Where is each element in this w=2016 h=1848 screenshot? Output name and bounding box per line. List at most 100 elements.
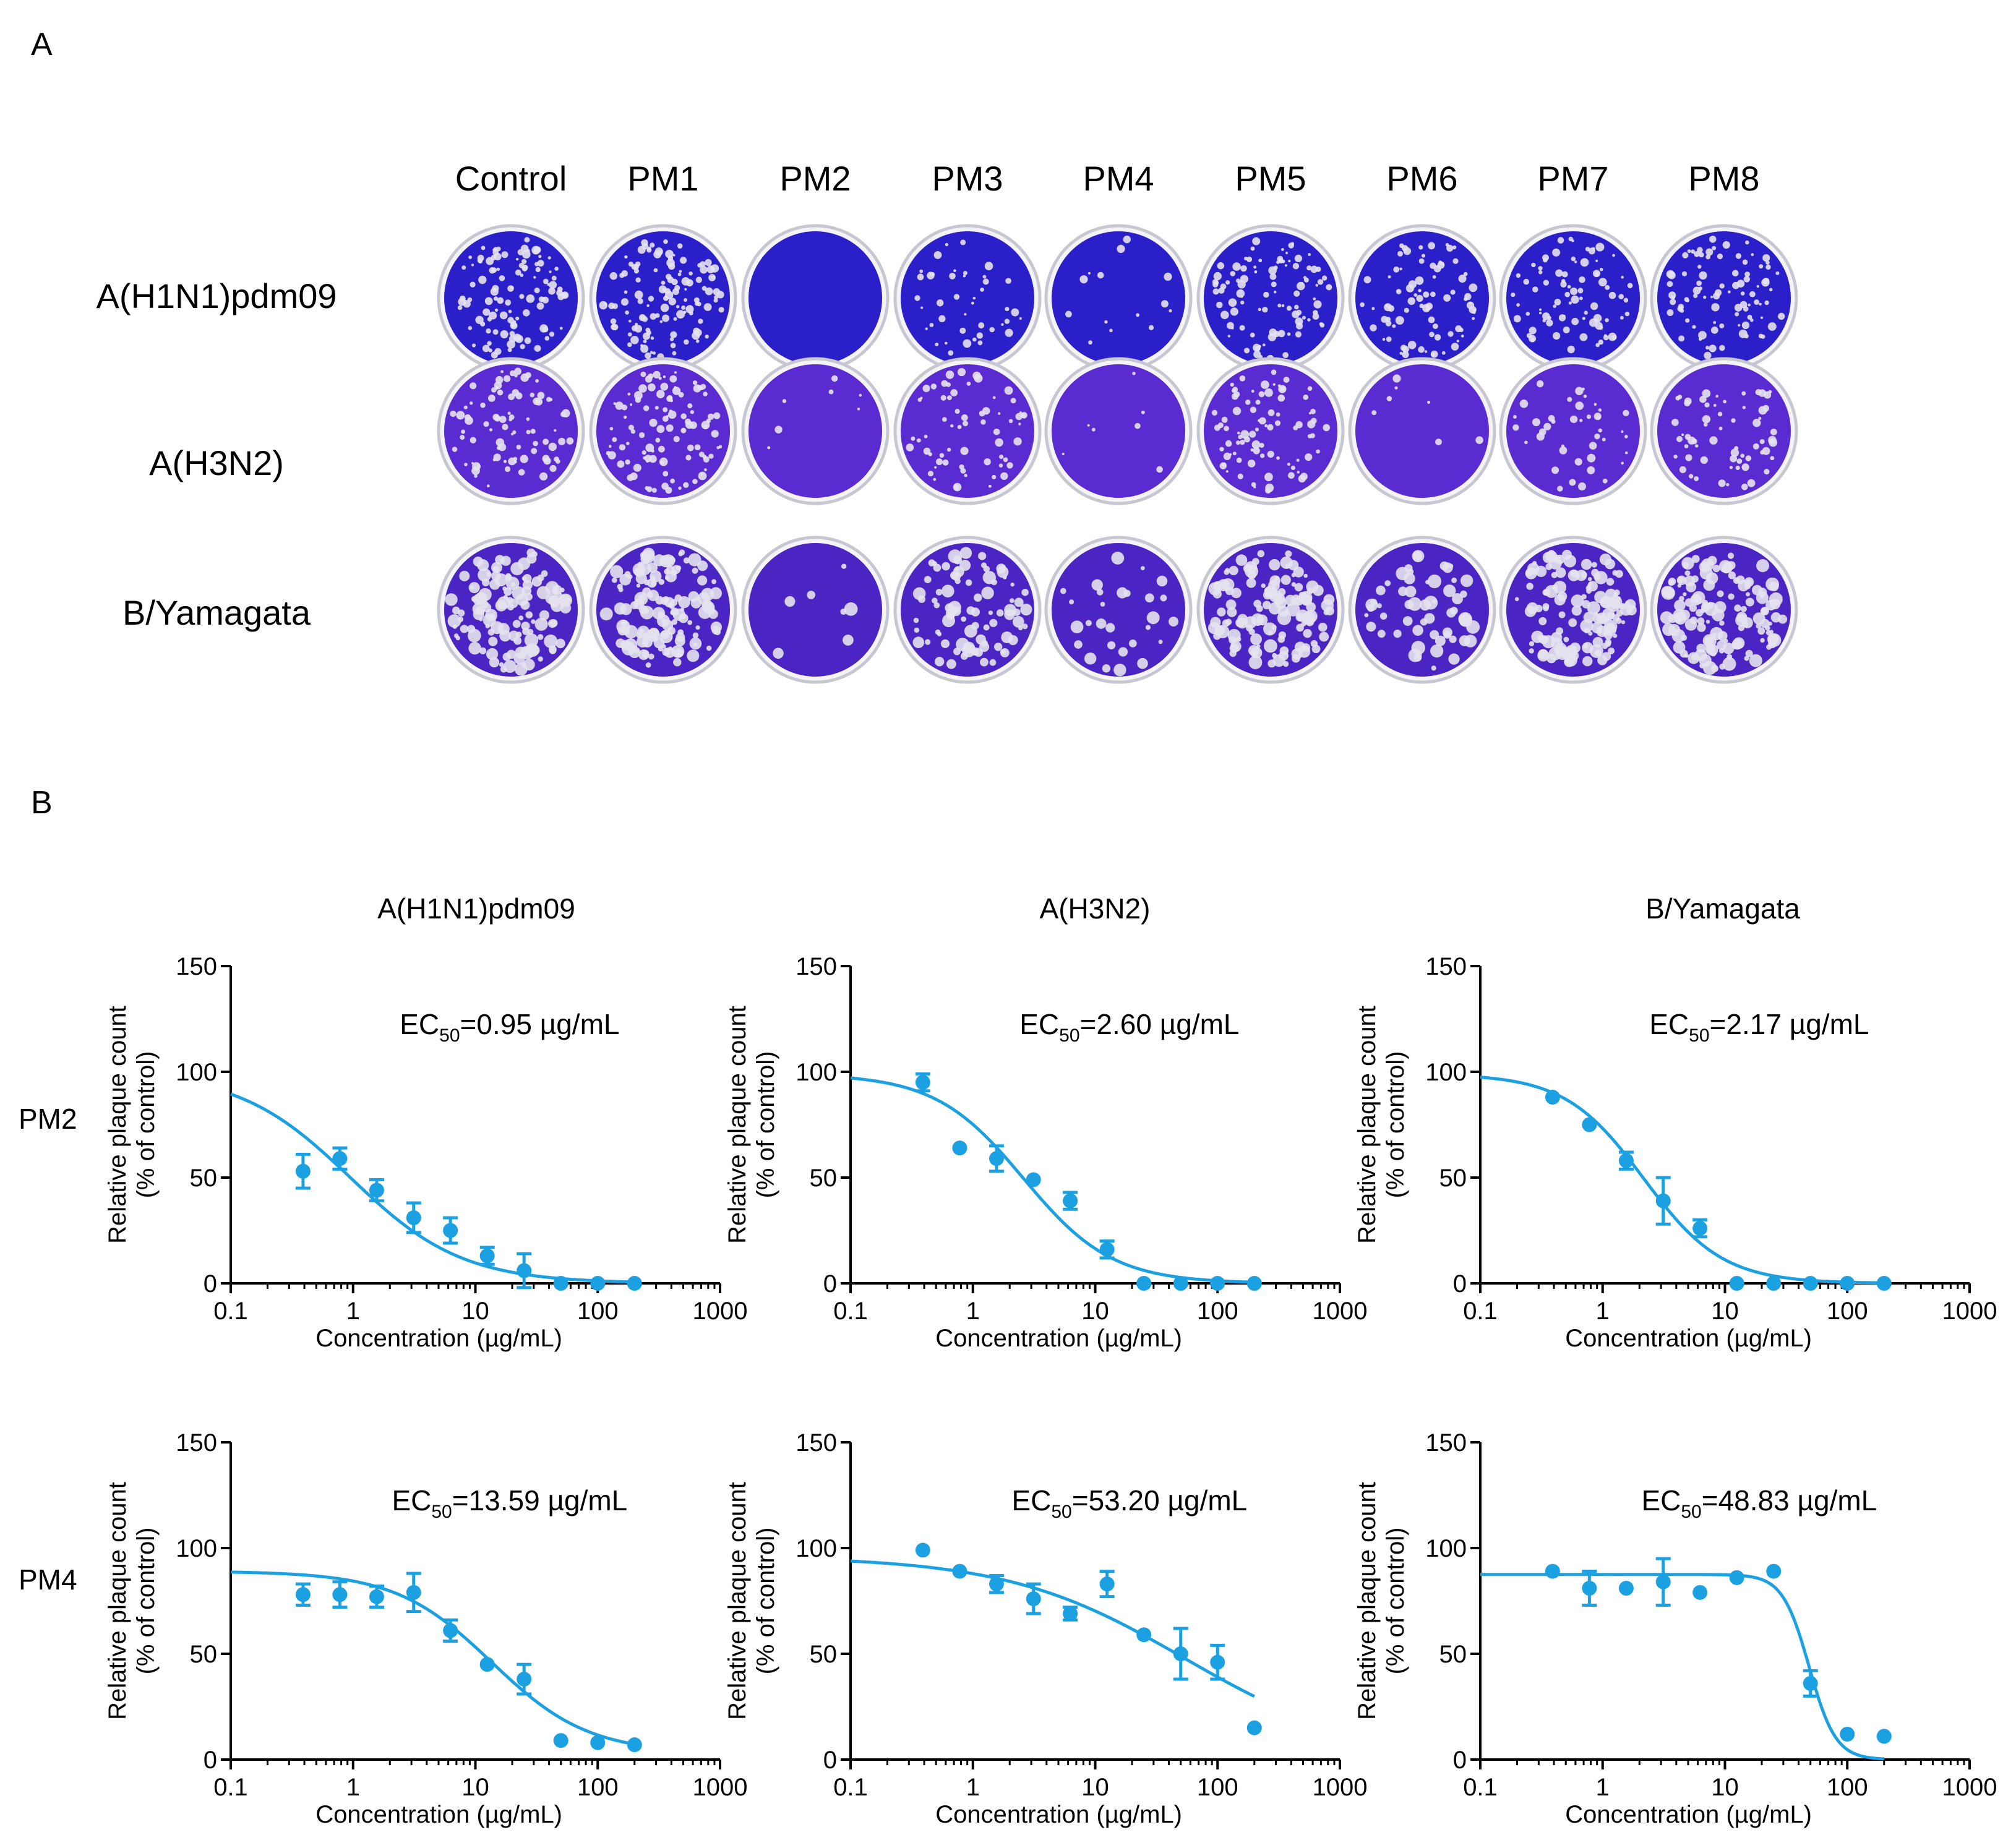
chart-pm4-b-yamagata-ytick-label-100: 100	[1425, 1535, 1467, 1562]
plate-a-h1n1-pdm09-pm5	[1196, 224, 1345, 372]
chart-pm4-a-h1n1-pdm09-ec50-value: 13.59	[469, 1484, 540, 1516]
chart-pm2-a-h1n1-pdm09-ec50-equals: =	[460, 1008, 477, 1040]
chart-pm4-a-h3n2-point-3	[1026, 1591, 1041, 1607]
chart-pm2-a-h1n1-pdm09-xtick-label-0-1: 0.1	[213, 1298, 248, 1325]
chart-pm4-a-h3n2-point-6	[1136, 1627, 1152, 1643]
plate-column-label-pm5: PM5	[1235, 159, 1306, 198]
chart-pm2-a-h3n2-point-6	[1136, 1276, 1152, 1291]
chart-pm4-a-h1n1-pdm09-point-6	[517, 1672, 532, 1687]
chart-pm4-a-h1n1-pdm09-point-7	[553, 1733, 568, 1748]
chart-pm2-a-h3n2-point-4	[1063, 1193, 1078, 1208]
chart-pm2-b-yamagata-point-6	[1766, 1276, 1782, 1291]
chart-pm2-a-h1n1-pdm09-point-0	[295, 1163, 311, 1179]
chart-pm2-b-yamagata-point-8	[1840, 1276, 1855, 1291]
chart-pm2-b-yamagata-point-0	[1545, 1090, 1560, 1105]
chart-pm4-a-h3n2-ytick-label-0: 0	[823, 1747, 837, 1774]
chart-pm2-a-h3n2-ytick-label-150: 150	[796, 953, 837, 980]
chart-pm4-b-yamagata-ec50-label: EC50=48.83 µg/mL	[1641, 1484, 1877, 1522]
chart-pm4-a-h3n2-point-5	[1099, 1576, 1115, 1592]
chart-pm4-b-yamagata-point-0	[1545, 1564, 1560, 1579]
chart-pm4-b-yamagata-point-2	[1618, 1580, 1634, 1596]
chart-pm2-b-yamagata-ec50-equals: =	[1710, 1008, 1726, 1040]
chart-pm4-a-h1n1-pdm09-xlabel: Concentration (µg/mL)	[315, 1801, 562, 1828]
chart-pm4-a-h3n2-point-4	[1063, 1606, 1078, 1622]
plate-b-yamagata-pm1	[589, 536, 737, 684]
chart-pm4-b-yamagata-ylabel-line1: Relative plaque count	[1353, 1482, 1381, 1720]
chart-pm4-b-yamagata-point-8	[1840, 1726, 1855, 1742]
chart-pm4-a-h1n1-pdm09-ytick-label-150: 150	[176, 1429, 217, 1457]
plate-a-h3n2-pm6	[1348, 357, 1496, 505]
chart-pm2-a-h3n2-xtick-label-100: 100	[1197, 1298, 1238, 1325]
chart-pm2-a-h1n1-pdm09-xtick-label-1: 1	[346, 1298, 360, 1325]
chart-pm2-b-yamagata-ytick-label-100: 100	[1425, 1059, 1467, 1086]
chart-pm2-b-yamagata-fit-curve	[1480, 1076, 1884, 1285]
chart-pm2-b-yamagata-xtick-label-10: 10	[1711, 1298, 1739, 1325]
chart-pm2-b-yamagata-xlabel: Concentration (µg/mL)	[1565, 1325, 1812, 1352]
chart-pm2-a-h3n2-point-9	[1246, 1276, 1262, 1291]
chart-pm4-b-yamagata-xtick-label-1000: 1000	[1942, 1774, 1997, 1801]
chart-pm2-a-h3n2-point-1	[952, 1140, 967, 1156]
plate-row-label-b-yamagata: B/Yamagata	[122, 593, 311, 632]
chart-pm4-a-h1n1-pdm09-xtick-label-100: 100	[577, 1774, 619, 1801]
chart-row-label-pm2: PM2	[19, 1103, 77, 1135]
chart-pm2-a-h3n2-ec50-unit: µg/mL	[1152, 1008, 1240, 1040]
plate-b-yamagata-pm8	[1650, 536, 1798, 684]
chart-pm2-a-h3n2-ytick-label-50: 50	[810, 1165, 838, 1192]
chart-pm4-a-h3n2-ec50-subscript: 50	[1051, 1502, 1071, 1522]
chart-pm2-a-h1n1-pdm09-ec50-unit: µg/mL	[532, 1008, 620, 1040]
chart-pm2-b-yamagata-xtick-label-1000: 1000	[1942, 1298, 1997, 1325]
chart-pm2-a-h1n1-pdm09-point-7	[553, 1276, 568, 1291]
chart-pm2-b-yamagata-point-4	[1692, 1221, 1708, 1236]
chart-pm2-a-h3n2-ec50-value: 2.60	[1096, 1008, 1152, 1040]
chart-pm4-a-h3n2-ec50-equals: =	[1072, 1484, 1089, 1516]
chart-pm4-a-h1n1-pdm09-point-5	[479, 1657, 495, 1672]
chart-pm4-b-yamagata-xlabel: Concentration (µg/mL)	[1565, 1801, 1812, 1828]
plate-column-label-control: Control	[455, 159, 567, 198]
chart-pm2-a-h3n2-ec50-prefix: EC	[1019, 1008, 1059, 1040]
plate-a-h1n1-pdm09-pm2	[741, 224, 890, 372]
chart-pm4-b-yamagata-point-3	[1655, 1574, 1671, 1589]
chart-pm2-b-yamagata-xtick-label-0-1: 0.1	[1463, 1298, 1498, 1325]
plate-a-h3n2-pm8	[1650, 357, 1798, 505]
chart-pm4-a-h1n1-pdm09: 0 50 100 150 0.1 1 10 100 1000 Relative plaque co…	[104, 1429, 747, 1828]
chart-pm2-b-yamagata-ec50-unit: µg/mL	[1782, 1008, 1869, 1040]
chart-pm2-a-h1n1-pdm09: 0 50 100 150 0.1 1 10 100 1000 Relative plaque co…	[104, 953, 747, 1352]
plate-b-yamagata-pm2	[741, 536, 890, 684]
chart-pm4-b-yamagata-ec50-unit: µg/mL	[1790, 1484, 1877, 1516]
plate-a-h1n1-pdm09-pm1	[589, 224, 737, 372]
chart-pm4-a-h1n1-pdm09-point-8	[590, 1735, 606, 1750]
chart-pm2-a-h3n2-xtick-label-1: 1	[966, 1298, 980, 1325]
chart-row-label-pm4: PM4	[19, 1564, 77, 1596]
plate-column-label-pm3: PM3	[932, 159, 1003, 198]
plate-b-yamagata-pm4	[1044, 536, 1193, 684]
chart-pm2-a-h3n2-point-7	[1173, 1276, 1188, 1291]
chart-pm2-a-h1n1-pdm09-ylabel-line1: Relative plaque count	[104, 1006, 131, 1244]
chart-pm2-b-yamagata-point-3	[1655, 1193, 1671, 1208]
plate-a-h1n1-pdm09-pm3	[893, 224, 1042, 372]
chart-pm2-a-h3n2-ec50-equals: =	[1080, 1008, 1097, 1040]
plate-b-yamagata-control	[437, 536, 585, 684]
chart-pm4-a-h1n1-pdm09-ylabel-line2: (% of control)	[132, 1528, 160, 1675]
chart-pm4-b-yamagata-point-1	[1582, 1580, 1597, 1596]
chart-pm2-a-h1n1-pdm09-point-6	[517, 1263, 532, 1278]
chart-pm2-a-h3n2-xtick-label-10: 10	[1081, 1298, 1109, 1325]
plate-column-label-pm1: PM1	[627, 159, 699, 198]
chart-pm4-a-h3n2-xtick-label-1: 1	[966, 1774, 980, 1801]
chart-pm2-b-yamagata-xtick-label-1: 1	[1596, 1298, 1610, 1325]
chart-pm4-a-h1n1-pdm09-ec50-unit: µg/mL	[540, 1484, 628, 1516]
plate-a-h1n1-pdm09-pm8	[1650, 224, 1798, 372]
chart-pm4-a-h3n2-point-0	[915, 1542, 930, 1558]
plate-column-label-pm8: PM8	[1688, 159, 1760, 198]
chart-pm4-b-yamagata-ylabel-line2: (% of control)	[1382, 1528, 1409, 1675]
chart-pm4-a-h1n1-pdm09-point-4	[443, 1623, 458, 1638]
chart-pm2-a-h3n2-ylabel-line1: Relative plaque count	[724, 1006, 751, 1244]
plate-b-yamagata-pm6	[1348, 536, 1496, 684]
chart-pm4-a-h3n2-xtick-label-100: 100	[1197, 1774, 1238, 1801]
chart-pm4-a-h1n1-pdm09-point-1	[332, 1587, 348, 1602]
chart-pm4-b-yamagata-point-4	[1692, 1585, 1708, 1600]
plate-b-yamagata-pm3	[893, 536, 1042, 684]
chart-pm2-a-h3n2-fit-curve	[850, 1076, 1255, 1284]
chart-pm4-a-h3n2-xtick-label-10: 10	[1081, 1774, 1109, 1801]
chart-pm4-b-yamagata-point-7	[1803, 1675, 1818, 1691]
chart-pm2-b-yamagata-ec50-value: 2.17	[1726, 1008, 1782, 1040]
